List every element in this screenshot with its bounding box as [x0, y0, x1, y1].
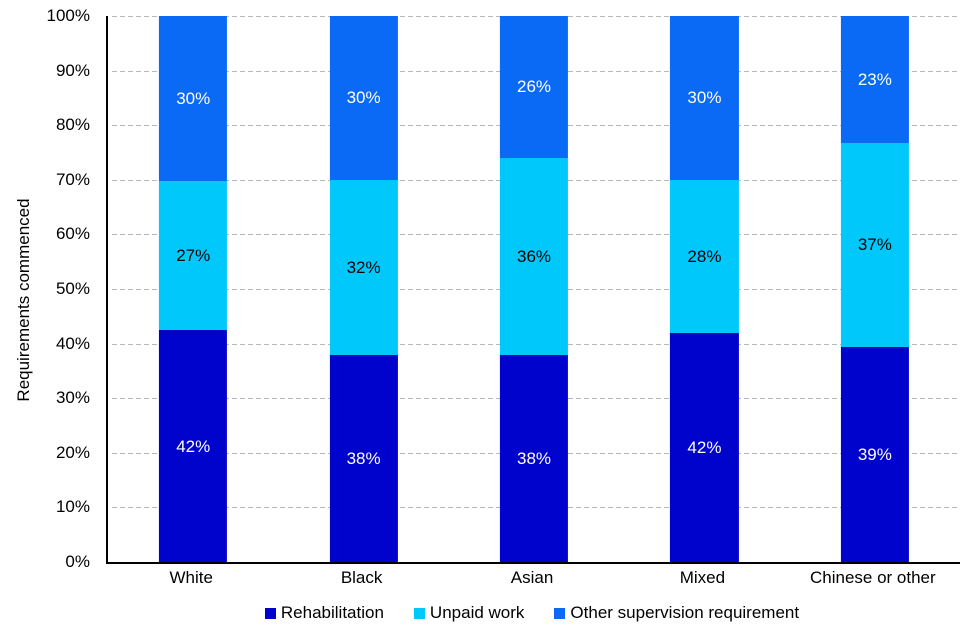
x-category-label: Asian [510, 568, 554, 587]
segment-value-label: 42% [176, 436, 211, 456]
bar-stack: 26% 36% 38% [499, 16, 569, 562]
x-category-label: Mixed [679, 568, 726, 587]
legend-swatch-icon [413, 607, 425, 619]
segment-value-label: 32% [346, 257, 381, 277]
bar-segment-rehabilitation: 38% [499, 354, 569, 562]
bar-segment-unpaid-work: 32% [329, 179, 398, 355]
legend-swatch-icon [554, 607, 566, 619]
x-category-label: White [169, 568, 213, 587]
legend-label: Other supervision requirement [570, 603, 800, 622]
y-tick-label: 60% [55, 224, 90, 244]
y-tick-label: 0% [65, 552, 90, 571]
bar-stack: 30% 27% 42% [159, 16, 228, 562]
legend-swatch-icon [264, 607, 276, 619]
segment-value-label: 30% [346, 88, 381, 108]
segment-value-label: 28% [687, 246, 722, 266]
segment-value-label: 39% [857, 444, 892, 464]
bar-segment-unpaid-work: 28% [670, 179, 739, 333]
y-tick-label: 50% [55, 279, 90, 298]
bar-segment-other-supervision-requirement: 23% [840, 16, 909, 143]
bar-segment-unpaid-work: 36% [499, 157, 569, 355]
legend-label: Rehabilitation [280, 603, 384, 622]
segment-value-label: 37% [857, 235, 892, 255]
bar-segment-rehabilitation: 38% [329, 354, 398, 562]
y-tick-label: 70% [55, 169, 90, 189]
bar-stack: 30% 28% 42% [670, 16, 739, 562]
y-tick-label: 90% [55, 60, 90, 80]
bar-segment-rehabilitation: 42% [670, 332, 739, 562]
bar-segment-other-supervision-requirement: 26% [499, 16, 569, 158]
bar-segment-unpaid-work: 37% [840, 142, 909, 347]
segment-value-label: 42% [687, 437, 722, 457]
y-tick-label: 80% [55, 115, 90, 135]
segment-value-label: 30% [176, 89, 211, 109]
bar-column-asian: 26% 36% 38% [449, 16, 619, 562]
segment-value-label: 38% [517, 448, 552, 468]
segment-value-label: 23% [857, 69, 892, 89]
segment-value-label: 26% [517, 77, 552, 97]
bar-stack: 30% 32% 38% [329, 16, 398, 562]
segment-value-label: 38% [346, 448, 381, 468]
x-category-label: Chinese or other [809, 568, 936, 587]
legend-item-rehabilitation: Rehabilitation [264, 603, 384, 623]
legend: Rehabilitation Unpaid work Other supervisi… [106, 603, 958, 623]
legend-item-unpaid-work: Unpaid work [413, 603, 525, 623]
segment-value-label: 36% [517, 246, 552, 266]
bar-segment-rehabilitation: 39% [840, 346, 909, 562]
bar-segment-other-supervision-requirement: 30% [670, 16, 739, 180]
y-tick-label: 30% [55, 388, 90, 408]
bar-column-black: 30% 32% 38% [278, 16, 448, 562]
x-category-label: Black [340, 568, 383, 587]
y-tick-label: 40% [55, 333, 90, 353]
segment-value-label: 27% [176, 246, 211, 266]
legend-label: Unpaid work [429, 603, 525, 622]
y-tick-label: 10% [55, 497, 90, 517]
plot-area: 30% 27% 42% 30% 32% 38% 26% 36% 38% 30% 28% 42% 23% 3… [106, 16, 960, 564]
legend-item-other-supervision-requirement: Other supervision requirement [554, 603, 799, 623]
bar-column-white: 30% 27% 42% [108, 16, 278, 562]
bar-segment-unpaid-work: 27% [159, 181, 228, 331]
x-axis-category-labels: White Black Asian Mixed Chinese or other [106, 568, 958, 588]
bar-column-mixed: 30% 28% 42% [619, 16, 789, 562]
y-tick-label: 20% [55, 442, 90, 462]
segment-value-label: 30% [687, 88, 722, 108]
bar-column-chinese-or-other: 23% 37% 39% [790, 16, 960, 562]
bar-segment-rehabilitation: 42% [159, 330, 228, 562]
bar-stack: 23% 37% 39% [840, 16, 909, 562]
y-axis-tick-labels: 0% 10% 20% 30% 40% 50% 60% 70% 80% 90% 100% [0, 0, 96, 640]
bar-columns: 30% 27% 42% 30% 32% 38% 26% 36% 38% 30% 28% 42% 23% 3… [108, 16, 960, 562]
bar-segment-other-supervision-requirement: 30% [329, 16, 398, 180]
bar-segment-other-supervision-requirement: 30% [159, 16, 228, 182]
y-tick-label: 100% [46, 6, 90, 25]
